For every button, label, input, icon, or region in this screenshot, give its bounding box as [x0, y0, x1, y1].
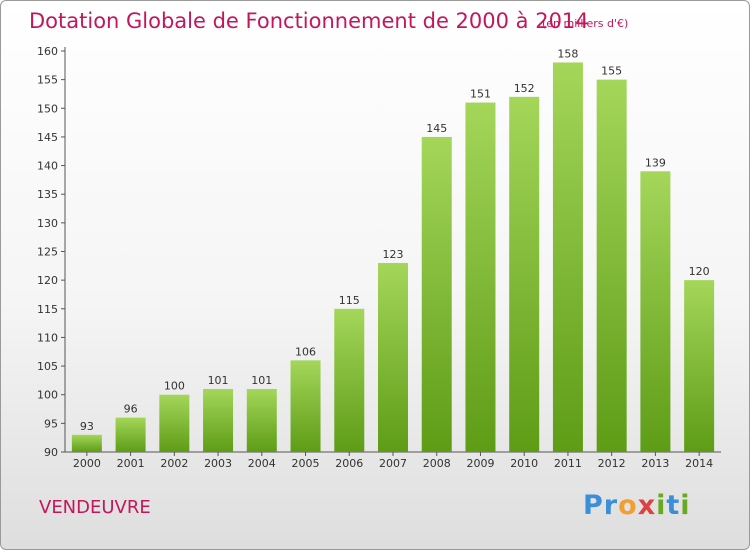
logo-letter: i	[656, 490, 667, 521]
bar	[684, 280, 715, 452]
x-tick-label: 2005	[292, 457, 320, 470]
bar	[159, 394, 190, 452]
x-tick-label: 2001	[117, 457, 145, 470]
x-tick-label: 2006	[335, 457, 363, 470]
bar	[640, 171, 671, 453]
x-tick-label: 2009	[466, 457, 494, 470]
chart-data-labels: 93 96 100 101 101 106 115 123 145 151 152 158 155 139…	[80, 47, 710, 432]
chart-bars	[71, 62, 715, 453]
bar	[115, 417, 146, 452]
bar-value-label: 120	[689, 265, 710, 278]
x-tick-label: 2004	[248, 457, 276, 470]
bar-value-label: 96	[124, 403, 138, 416]
y-tick-label: 130	[37, 217, 58, 230]
bar	[71, 434, 102, 452]
bar-value-label: 115	[339, 294, 360, 307]
bar-value-label: 106	[295, 345, 316, 358]
bar-value-label: 151	[470, 88, 491, 101]
bar-value-label: 100	[164, 380, 185, 393]
bar	[290, 360, 321, 452]
x-tick-label: 2012	[598, 457, 626, 470]
y-tick-label: 115	[37, 303, 58, 316]
y-tick-label: 110	[37, 331, 58, 344]
bar-value-label: 101	[251, 374, 272, 387]
logo-letter: x	[637, 490, 657, 521]
bar-value-label: 152	[514, 82, 535, 95]
x-tick-label: 2002	[160, 457, 188, 470]
y-tick-label: 90	[44, 446, 58, 459]
x-tick-label: 2007	[379, 457, 407, 470]
x-tick-label: 2011	[554, 457, 582, 470]
logo-letter: o	[618, 490, 638, 521]
y-tick-label: 160	[37, 45, 58, 58]
bar	[552, 62, 583, 452]
y-tick-label: 145	[37, 131, 58, 144]
bar-value-label: 123	[383, 248, 404, 261]
y-tick-label: 100	[37, 389, 58, 402]
x-tick-label: 2014	[685, 457, 713, 470]
x-tick-label: 2010	[510, 457, 538, 470]
commune-name: VENDEUVRE	[39, 497, 151, 518]
bar	[596, 79, 627, 453]
y-tick-label: 105	[37, 360, 58, 373]
proxiti-logo[interactable]: Proxiti	[583, 490, 691, 521]
y-tick-label: 135	[37, 188, 58, 201]
bar	[203, 388, 234, 452]
y-tick-label: 95	[44, 417, 58, 430]
x-tick-label: 2013	[641, 457, 669, 470]
bar	[421, 136, 452, 452]
chart-axes: 90 95 100 105 110 115 120 125 130 135 140 145 150 155…	[37, 45, 721, 470]
bar-value-label: 145	[426, 122, 447, 135]
logo-letter: P	[583, 490, 604, 521]
bar	[378, 262, 408, 452]
bar-value-label: 101	[208, 374, 229, 387]
y-tick-label: 155	[37, 74, 58, 87]
bar	[509, 96, 540, 452]
chart-unit-note: (en milliers d'€)	[542, 17, 629, 30]
bar-value-label: 93	[80, 420, 94, 433]
y-tick-label: 150	[37, 102, 58, 115]
y-tick-label: 140	[37, 160, 58, 173]
bar-value-label: 158	[557, 47, 578, 60]
x-tick-label: 2008	[423, 457, 451, 470]
bar	[465, 102, 496, 453]
logo-letter: i	[680, 490, 691, 521]
bar-value-label: 155	[601, 65, 622, 78]
y-tick-label: 120	[37, 274, 58, 287]
y-tick-label: 125	[37, 246, 58, 259]
x-tick-label: 2003	[204, 457, 232, 470]
logo-letter: r	[603, 490, 619, 521]
chart-title: Dotation Globale de Fonctionnement de 20…	[29, 9, 589, 33]
bar	[334, 308, 365, 452]
x-tick-label: 2000	[73, 457, 101, 470]
logo-letter: t	[666, 490, 681, 521]
bar-value-label: 139	[645, 156, 666, 169]
bar	[246, 388, 277, 452]
